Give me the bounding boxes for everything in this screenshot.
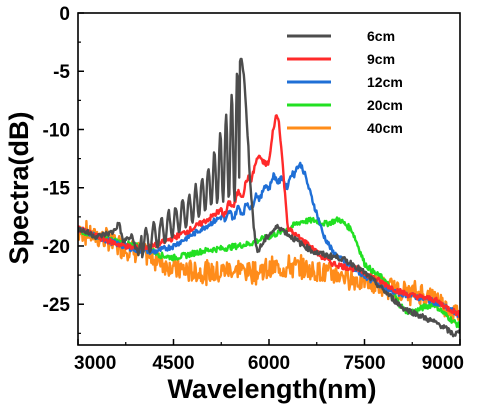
y-tick-label: 0 (59, 4, 70, 25)
y-tick-label: -5 (53, 62, 70, 83)
legend-label-9cm: 9cm (367, 51, 395, 67)
axes: 3000 4500 6000 7500 9000 0 -5 -10 -15 -20 -25 (43, 4, 464, 374)
x-tick-label: 7500 (343, 353, 385, 374)
x-tick-label: 3000 (74, 353, 116, 374)
legend-label-40cm: 40cm (367, 120, 403, 136)
y-tick-label: -10 (43, 120, 70, 141)
legend-label-20cm: 20cm (367, 97, 403, 113)
series-line-6cm (78, 57, 460, 338)
y-tick-label: -20 (43, 237, 70, 258)
legend-label-12cm: 12cm (367, 74, 403, 90)
x-tick-label: 6000 (248, 353, 290, 374)
plot-area (78, 57, 460, 338)
y-axis-title: Spectra(dB) (4, 111, 34, 264)
series-group (78, 57, 460, 338)
y-tick-label: -25 (43, 295, 71, 316)
y-tick-label: -15 (43, 179, 71, 200)
legend: 6cm 9cm 12cm 20cm 40cm (287, 28, 403, 136)
x-axis-title: Wavelength(nm) (168, 374, 377, 404)
x-tick-label: 4500 (152, 353, 194, 374)
legend-label-6cm: 6cm (367, 28, 395, 44)
x-tick-label: 9000 (422, 353, 464, 374)
